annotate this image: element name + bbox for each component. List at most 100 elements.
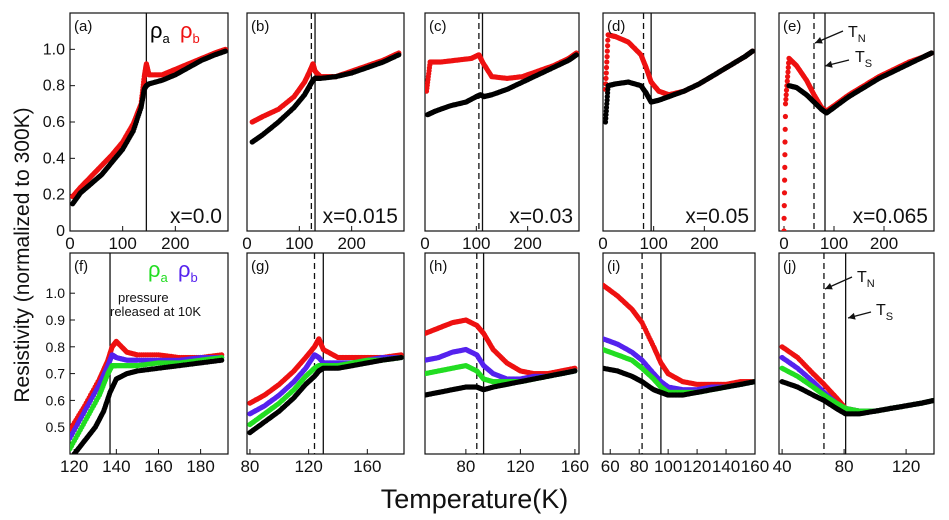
x-tick-label-b-200: 200: [337, 234, 365, 253]
x-tick-label-c-0: 0: [420, 234, 429, 253]
x-tick-label-j-120: 120: [892, 457, 920, 476]
data-point: [603, 104, 610, 111]
x-tick-label-e-200: 200: [870, 234, 898, 253]
data-point: [785, 74, 791, 80]
data-point: [604, 48, 610, 54]
doping-label-b: x=0.015: [323, 205, 398, 228]
x-tick-label-g-160: 160: [353, 457, 381, 476]
data-point: [782, 101, 789, 107]
y-tick-label-f-1: 0.6: [46, 392, 66, 408]
data-point: [782, 139, 788, 145]
pressure-annotation-line1: pressure: [118, 290, 169, 305]
data-point: [782, 152, 788, 158]
series-rho-a-f: [70, 354, 225, 452]
panel-frame-a: [69, 12, 229, 232]
data-point: [604, 54, 610, 60]
marker-arrowhead-TN-j: [825, 282, 833, 290]
data-point: [219, 357, 225, 363]
panel-label-b: (b): [251, 18, 269, 35]
x-tick-label-g-120: 120: [294, 457, 322, 476]
marker-arrowhead-TS-e: [825, 60, 833, 68]
data-point: [749, 48, 755, 54]
y-tick-label-f-5: 1.0: [46, 285, 66, 301]
doping-label-e: x=0.065: [853, 205, 928, 228]
panel-frame-j: [778, 252, 935, 455]
x-tick-label-b-100: 100: [285, 234, 313, 253]
data-point: [785, 64, 791, 71]
y-tick-label-a-2: 0.4: [43, 150, 65, 167]
panel-label-g: (g): [251, 258, 269, 275]
series-rho-a-e: [786, 50, 934, 116]
data-point: [782, 164, 788, 170]
panel-label-f: (f): [74, 258, 88, 275]
series-black-h: [425, 368, 578, 398]
y-tick-label-a-1: 0.2: [43, 187, 65, 204]
y-axis-label: Resistivity (normalized to 300K): [11, 107, 34, 403]
data-point: [573, 52, 579, 58]
data-point: [781, 203, 787, 209]
panel-label-d: (d): [607, 18, 625, 35]
x-tick-label-i-120: 120: [683, 457, 711, 476]
x-tick-label-g-80: 80: [240, 457, 259, 476]
x-tick-label-e-100: 100: [820, 234, 848, 253]
data-point: [782, 177, 788, 183]
panel-label-e: (e): [783, 18, 801, 35]
y-tick-label-f-0: 0.5: [46, 419, 66, 435]
data-point: [605, 43, 611, 49]
x-tick-label-f-180: 180: [186, 457, 214, 476]
series-black-f: [71, 357, 225, 454]
panel-frame-h: [424, 252, 580, 455]
x-tick-label-b-0: 0: [242, 234, 251, 253]
data-point: [783, 92, 789, 98]
y-tick-label-a-0: 0: [56, 223, 65, 240]
data-point: [781, 190, 788, 196]
data-point: [604, 94, 610, 100]
legend-entry-rho-a-f: ρa: [148, 257, 169, 285]
series-black-i: [603, 365, 755, 398]
x-tick-label-f-120: 120: [60, 457, 88, 476]
data-point: [785, 69, 791, 75]
x-tick-label-i-100: 100: [654, 457, 682, 476]
x-tick-label-h-160: 160: [561, 457, 589, 476]
series-black-j: [779, 379, 934, 417]
x-tick-label-c-100: 100: [462, 234, 490, 253]
data-point: [782, 126, 788, 132]
data-point: [222, 48, 228, 54]
panel-frame-b: [246, 12, 405, 232]
data-point: [603, 75, 609, 81]
data-point: [784, 78, 790, 84]
marker-label-TS-j: TS: [876, 302, 893, 323]
doping-label-c: x=0.03: [509, 205, 573, 228]
panel-label-a: (a): [74, 18, 92, 35]
x-axis-label: Temperature(K): [380, 484, 569, 514]
marker-label-TN-e: TN: [848, 24, 866, 45]
x-tick-label-f-140: 140: [102, 457, 130, 476]
data-point: [781, 228, 787, 231]
x-tick-label-c-200: 200: [513, 234, 541, 253]
y-tick-label-f-2: 0.7: [46, 366, 66, 382]
data-point: [605, 37, 611, 43]
series-red-f: [70, 338, 225, 433]
legend-entry-rho-b-a: ρb: [180, 18, 200, 46]
y-tick-label-a-5: 1.0: [43, 41, 65, 58]
x-tick-label-d-0: 0: [598, 234, 607, 253]
pressure-annotation-line2: released at 10K: [110, 304, 201, 319]
x-tick-label-i-60: 60: [601, 457, 620, 476]
panel-label-i: (i): [607, 258, 620, 275]
data-point: [782, 113, 789, 120]
series-rho-b-a: [70, 46, 228, 200]
series-rho-b-c: [425, 50, 579, 94]
x-tick-label-d-200: 200: [690, 234, 718, 253]
data-point: [603, 64, 610, 71]
doping-label-d: x=0.05: [685, 205, 749, 228]
x-tick-label-h-120: 120: [506, 457, 534, 476]
marker-label-TN-j: TN: [857, 269, 875, 290]
series-rho-a-a: [70, 48, 228, 207]
panel-label-h: (h): [429, 258, 447, 275]
y-tick-label-a-3: 0.6: [43, 114, 65, 131]
data-point: [752, 379, 755, 385]
legend-entry-rho-b-f: ρb: [178, 257, 198, 285]
data-point: [572, 368, 578, 374]
x-tick-label-i-160: 160: [741, 457, 769, 476]
x-tick-label-f-160: 160: [144, 457, 172, 476]
